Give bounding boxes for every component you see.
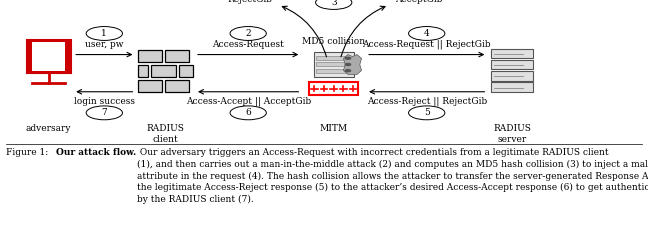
Text: user, pw: user, pw (85, 40, 124, 49)
Text: AcceptGib: AcceptGib (395, 0, 443, 4)
Text: 1: 1 (102, 29, 107, 38)
Bar (152, 65, 176, 77)
Bar (491, 60, 533, 69)
Text: MITM: MITM (319, 124, 348, 133)
Circle shape (345, 63, 351, 65)
Text: 4: 4 (424, 29, 430, 38)
Bar (27, 40, 71, 73)
Text: login success: login success (74, 97, 135, 106)
Text: Our attack flow.: Our attack flow. (56, 148, 136, 156)
Bar (165, 80, 189, 92)
Circle shape (316, 0, 352, 9)
Text: 3: 3 (331, 0, 336, 7)
Bar (32, 42, 65, 71)
Text: MD5 collision: MD5 collision (302, 37, 365, 46)
Circle shape (230, 106, 266, 120)
Bar (316, 69, 351, 73)
Text: RejectGib: RejectGib (227, 0, 272, 4)
Circle shape (345, 57, 351, 59)
Text: Access-Reject || RejectGib: Access-Reject || RejectGib (367, 97, 487, 106)
Circle shape (86, 106, 122, 120)
Bar (491, 82, 533, 92)
Polygon shape (343, 55, 362, 74)
Text: 7: 7 (102, 108, 107, 117)
Text: Access-Accept || AcceptGib: Access-Accept || AcceptGib (185, 97, 311, 106)
Bar (137, 65, 148, 77)
Bar (314, 52, 354, 77)
Text: adversary: adversary (26, 124, 71, 133)
Text: 5: 5 (424, 108, 430, 117)
Bar (316, 56, 351, 60)
Text: Access-Request || RejectGib: Access-Request || RejectGib (362, 40, 491, 49)
Bar (316, 62, 351, 66)
Circle shape (409, 27, 445, 40)
Bar (137, 50, 162, 62)
Circle shape (86, 27, 122, 40)
Bar (165, 50, 189, 62)
Circle shape (409, 106, 445, 120)
Text: RADIUS
server: RADIUS server (493, 124, 531, 144)
Bar (310, 82, 358, 95)
Text: Figure 1:: Figure 1: (6, 148, 52, 156)
Bar (137, 80, 162, 92)
Circle shape (345, 70, 351, 72)
Bar (491, 71, 533, 81)
Text: Access-Request: Access-Request (213, 40, 284, 49)
Bar (491, 49, 533, 58)
Text: 6: 6 (246, 108, 251, 117)
Circle shape (230, 27, 266, 40)
Bar (179, 65, 192, 77)
Text: Our adversary triggers an Access-Request with incorrect credentials from a legit: Our adversary triggers an Access-Request… (137, 148, 648, 204)
Text: 2: 2 (246, 29, 251, 38)
Text: RADIUS
client: RADIUS client (146, 124, 184, 144)
